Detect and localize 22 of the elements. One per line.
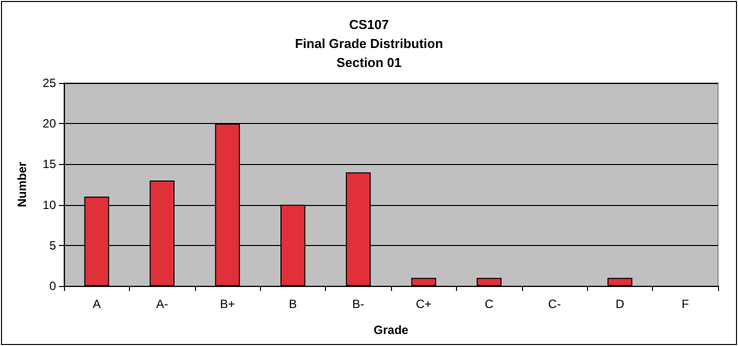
x-tick-label: B- xyxy=(352,297,364,311)
x-tick-label: C+ xyxy=(416,297,432,311)
x-tick-label: B+ xyxy=(220,297,236,311)
x-axis-title: Grade xyxy=(374,323,409,337)
chart-title: CS107 Final Grade Distribution Section 01 xyxy=(294,17,444,70)
bar xyxy=(476,278,502,286)
y-tick-label: 0 xyxy=(49,279,56,293)
y-tick-label: 10 xyxy=(42,198,56,212)
y-tick-label: 15 xyxy=(42,157,56,172)
x-tick-label: B xyxy=(288,297,297,311)
bar xyxy=(411,278,436,286)
x-tick-label: F xyxy=(682,297,689,311)
bar xyxy=(607,278,632,286)
y-tick-label: 5 xyxy=(49,238,56,252)
x-tick-label: C xyxy=(484,297,494,311)
x-tick-label: A xyxy=(92,297,101,311)
x-tick-label: A- xyxy=(156,297,168,311)
y-tick-label: 25 xyxy=(42,76,56,90)
x-tick-label: D xyxy=(616,297,625,311)
y-tick-label: 20 xyxy=(42,116,56,131)
y-axis-title: Number xyxy=(15,162,29,208)
x-tick-label: C- xyxy=(548,297,561,311)
